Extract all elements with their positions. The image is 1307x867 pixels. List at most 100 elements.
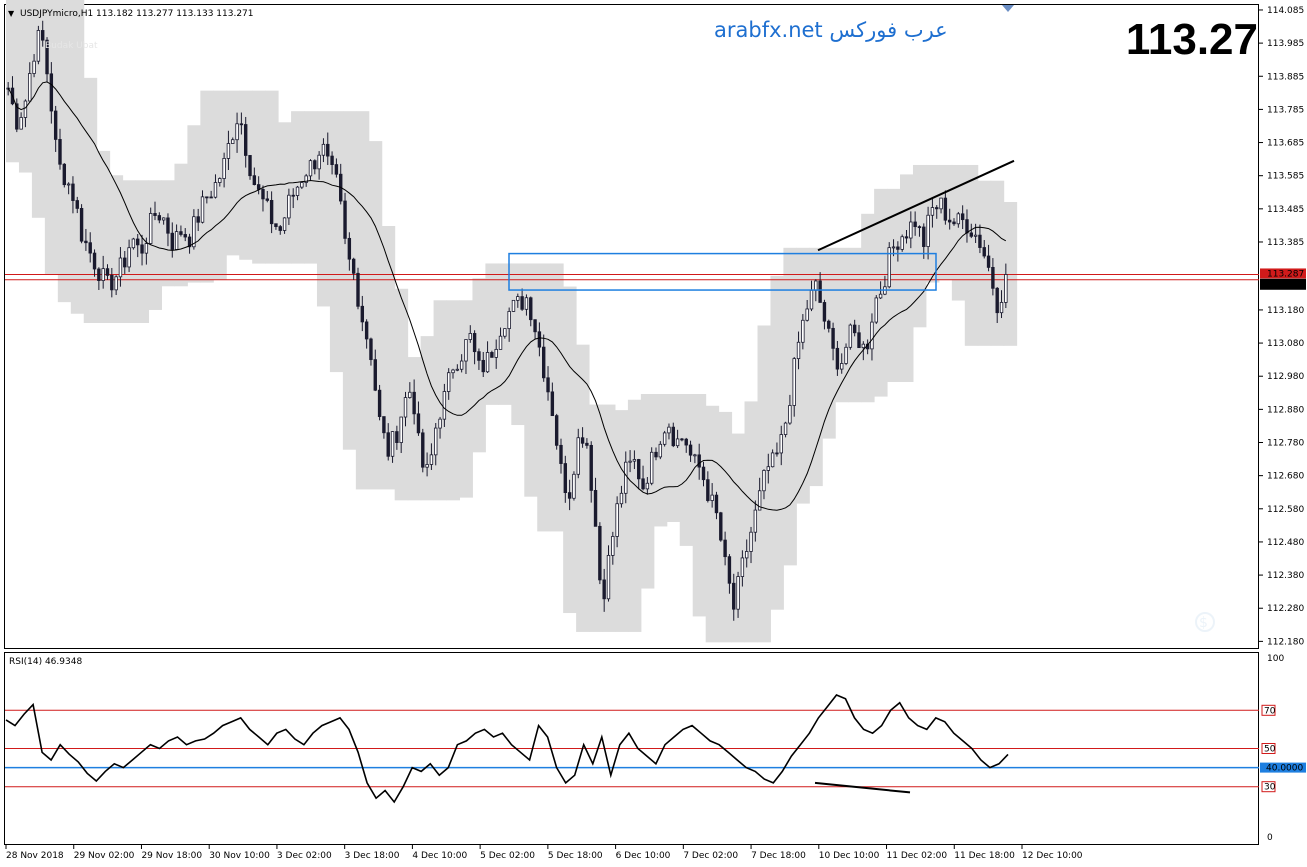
current-price-label: 113.271 xyxy=(1267,281,1304,291)
candle-body xyxy=(749,531,753,552)
envelope-segment xyxy=(278,122,292,264)
candle-body xyxy=(269,200,274,225)
candle-body xyxy=(395,431,399,443)
candle-body xyxy=(421,432,425,468)
rsi-40-tag xyxy=(1260,762,1306,773)
candle-body xyxy=(118,257,123,278)
candle-body xyxy=(213,182,218,198)
envelope-segment xyxy=(265,90,279,264)
envelope-segment xyxy=(977,180,992,346)
candle-body xyxy=(831,327,835,349)
candle-body xyxy=(490,352,494,358)
candle-body xyxy=(947,219,952,223)
candle-body xyxy=(351,258,356,274)
candle-body xyxy=(909,221,913,239)
candle-body xyxy=(978,234,982,248)
candle-body xyxy=(606,555,611,600)
candle-body xyxy=(23,100,28,118)
candle-body xyxy=(140,244,144,254)
symbol-info: USDJPYmicro,H1 113.182 113.277 113.133 1… xyxy=(20,9,254,19)
candle-body xyxy=(840,363,844,370)
candle-body xyxy=(965,219,969,234)
candle-body xyxy=(567,492,572,499)
candle-body xyxy=(580,437,585,444)
rsi-level-label: 30 xyxy=(1264,783,1276,793)
candle-body xyxy=(554,415,559,446)
candle-body xyxy=(662,432,667,445)
candle-body xyxy=(390,431,395,457)
rsi-line xyxy=(5,694,1009,804)
candle-body xyxy=(347,237,352,260)
candle-body xyxy=(982,247,986,257)
candle-body xyxy=(598,525,602,581)
hline-price-label: 113.287 xyxy=(1267,269,1304,279)
price-pane-frame xyxy=(4,4,1259,649)
candle-body xyxy=(714,494,719,514)
candle-body xyxy=(563,463,568,494)
envelope-segment xyxy=(200,90,214,283)
candle-body xyxy=(183,234,187,238)
corner-marker-icon xyxy=(1002,5,1014,12)
candle-body xyxy=(412,391,416,415)
time-tick-label: 3 Dec 02:00 xyxy=(277,851,332,861)
candle-body xyxy=(451,369,455,374)
rsi-level-lines xyxy=(5,709,1259,788)
candle-body xyxy=(632,459,637,462)
candle-body xyxy=(775,452,779,455)
price-tick-label: 113.785 xyxy=(1267,105,1304,115)
candle-body xyxy=(524,297,529,310)
candle-body xyxy=(364,321,369,340)
time-tick-label: 7 Dec 18:00 xyxy=(751,851,806,861)
logo-icon: $ xyxy=(1195,612,1215,632)
candle-body xyxy=(991,266,995,289)
candle-body xyxy=(922,226,926,247)
candle-body xyxy=(287,194,291,219)
envelope-segment xyxy=(368,141,383,490)
candle-body xyxy=(313,160,317,170)
candle-body xyxy=(88,242,92,254)
candle-body xyxy=(382,416,386,434)
candle-body xyxy=(127,247,131,268)
candle-body xyxy=(697,454,701,468)
candle-body xyxy=(788,405,792,424)
candle-body xyxy=(192,216,196,248)
candle-body xyxy=(282,217,287,231)
candle-body xyxy=(999,302,1004,314)
candle-body xyxy=(317,154,321,170)
candle-body xyxy=(343,200,347,239)
candle-body xyxy=(537,331,542,348)
envelope-segment xyxy=(861,213,875,403)
candle-body xyxy=(926,214,930,247)
envelope-segment xyxy=(900,174,914,383)
candle-body xyxy=(796,341,801,360)
candle-body xyxy=(226,143,231,159)
candle-body xyxy=(136,238,140,246)
current-price-tag xyxy=(1260,278,1306,290)
candle-body xyxy=(835,347,840,370)
envelope-segment xyxy=(822,247,836,439)
envelope-segment xyxy=(537,263,551,532)
candle-body xyxy=(97,268,101,281)
candle-body xyxy=(218,178,222,183)
envelope-segment xyxy=(446,300,460,501)
candle-body xyxy=(667,426,671,434)
envelope-segment xyxy=(329,111,344,373)
candle-body xyxy=(19,117,23,130)
resistance-box xyxy=(508,252,937,291)
candle-body xyxy=(416,413,421,434)
time-tick-label: 28 Nov 2018 xyxy=(6,851,64,861)
envelope-segment xyxy=(57,0,72,303)
envelope-segment xyxy=(563,286,577,614)
envelope-segment xyxy=(83,77,98,323)
candle-body xyxy=(904,236,909,239)
rsi-axis-label: 0 xyxy=(1267,833,1273,843)
candle-body xyxy=(939,197,943,210)
candle-body xyxy=(507,311,511,330)
candle-body xyxy=(464,339,468,362)
symbol-dropdown-icon[interactable]: ▼ xyxy=(8,9,15,18)
candle-body xyxy=(291,194,295,197)
envelope-segment xyxy=(109,175,124,323)
candle-body xyxy=(602,579,606,600)
candle-body xyxy=(619,492,624,505)
time-tick-label: 3 Dec 18:00 xyxy=(345,851,400,861)
